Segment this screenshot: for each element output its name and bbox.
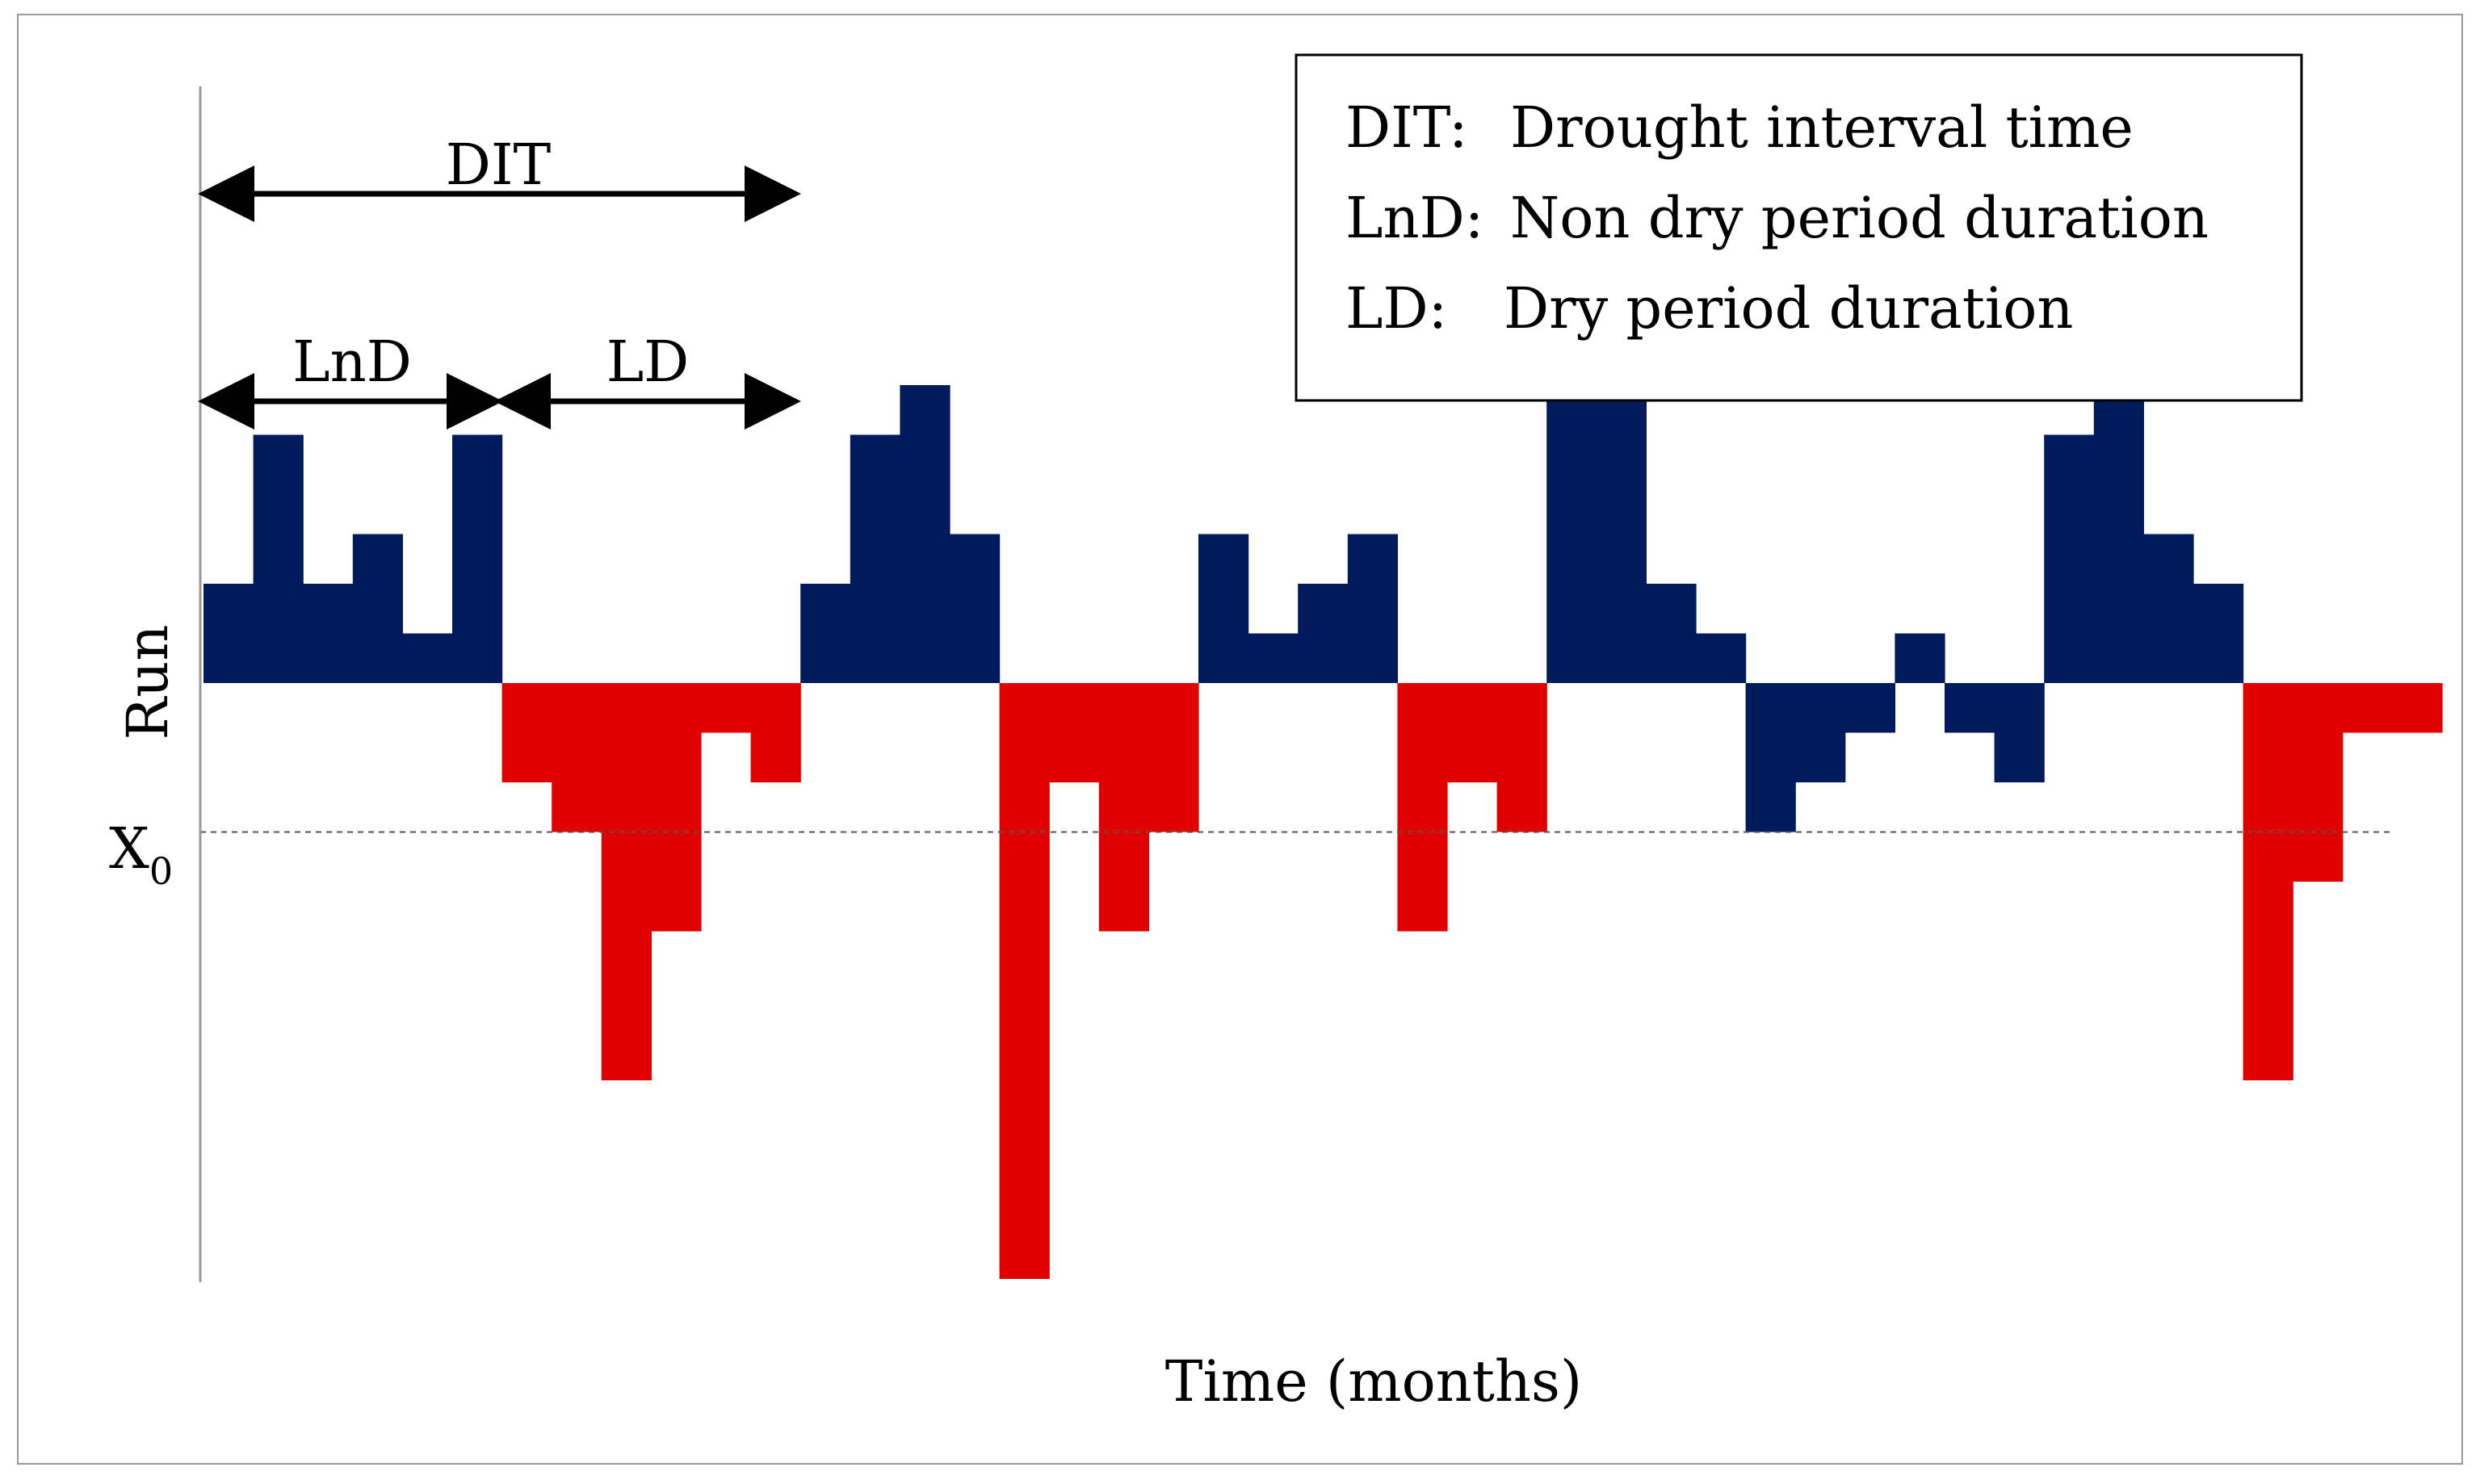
run-bar-month-32: [1745, 683, 1796, 832]
run-bar-month-19: [1098, 683, 1149, 932]
run-bar-month-36: [1945, 683, 1995, 733]
run-bar-month-40: [2143, 534, 2194, 683]
run-bar-month-7: [501, 683, 552, 782]
run-bar-month-44: [2342, 683, 2393, 733]
run-bar-month-24: [1347, 534, 1398, 683]
run-bar-month-38: [2044, 434, 2095, 683]
dit-label-bg: [436, 137, 598, 191]
run-bar-month-14: [850, 434, 900, 683]
run-bar-month-3: [303, 584, 354, 683]
legend-abbr: LD:: [1345, 275, 1447, 342]
legend-item-lnd: LnD: Non dry period duration: [1345, 185, 2209, 251]
legend-item-ld: LD: Dry period duration: [1345, 275, 2074, 342]
ld-label: LD: [606, 329, 690, 395]
legend-text: Non dry period duration: [1510, 185, 2209, 251]
run-bar-month-18: [1049, 683, 1100, 782]
run-bar-month-8: [552, 683, 602, 832]
legend-box: [1295, 53, 2303, 402]
run-bar-month-37: [1994, 683, 2045, 782]
run-bar-month-4: [352, 534, 403, 683]
legend-abbr: DIT:: [1345, 94, 1468, 161]
run-bar-month-23: [1298, 584, 1349, 683]
run-bar-month-20: [1148, 683, 1199, 832]
lnd-label: LnD: [292, 329, 412, 395]
run-bar-month-31: [1696, 633, 1747, 683]
x-axis-label: Time (months): [1165, 1348, 1583, 1415]
threshold-label-main: X: [109, 815, 149, 882]
run-bar-month-42: [2243, 683, 2293, 1080]
run-bar-month-30: [1646, 584, 1697, 683]
run-bar-month-25: [1397, 683, 1448, 932]
run-bar-month-5: [402, 633, 453, 683]
run-bar-month-15: [900, 385, 950, 683]
run-bar-month-13: [800, 584, 851, 683]
run-bar-month-26: [1447, 683, 1498, 782]
bar-group: [204, 385, 2443, 1279]
run-bar-month-11: [701, 683, 752, 733]
run-bar-month-16: [950, 534, 1001, 683]
legend: DIT: Drought interval time LnD: Non dry pe…: [1295, 53, 2303, 402]
run-bar-month-39: [2093, 385, 2144, 683]
run-bar-month-1: [204, 584, 254, 683]
threshold-label: X0: [109, 815, 173, 893]
legend-abbr: LnD:: [1345, 185, 1483, 251]
run-bar-month-35: [1895, 633, 1945, 683]
run-bar-month-22: [1248, 633, 1299, 683]
run-bar-month-9: [601, 683, 652, 1080]
run-bar-month-2: [253, 434, 304, 683]
run-bar-month-6: [452, 434, 503, 683]
run-bar-month-45: [2392, 683, 2443, 733]
run-bar-month-12: [750, 683, 801, 782]
run-bar-month-10: [651, 683, 702, 932]
y-axis-label: Run: [115, 625, 181, 740]
legend-text: Drought interval time: [1510, 94, 2134, 161]
run-bar-month-17: [999, 683, 1050, 1279]
dit-label: DIT: [446, 132, 551, 198]
legend-text: Dry period duration: [1504, 275, 2074, 342]
run-bar-month-28: [1546, 385, 1597, 683]
run-bar-month-21: [1198, 534, 1249, 683]
run-bar-month-41: [2193, 584, 2244, 683]
run-bar-month-29: [1596, 385, 1647, 683]
run-bar-month-27: [1496, 683, 1547, 832]
run-bar-month-34: [1844, 683, 1895, 733]
run-bar-month-43: [2293, 683, 2344, 882]
threshold-label-subscript: 0: [149, 849, 173, 893]
figure-frame: [17, 14, 2463, 1465]
legend-item-dit: DIT: Drought interval time: [1345, 94, 2134, 161]
run-bar-month-33: [1795, 683, 1846, 782]
